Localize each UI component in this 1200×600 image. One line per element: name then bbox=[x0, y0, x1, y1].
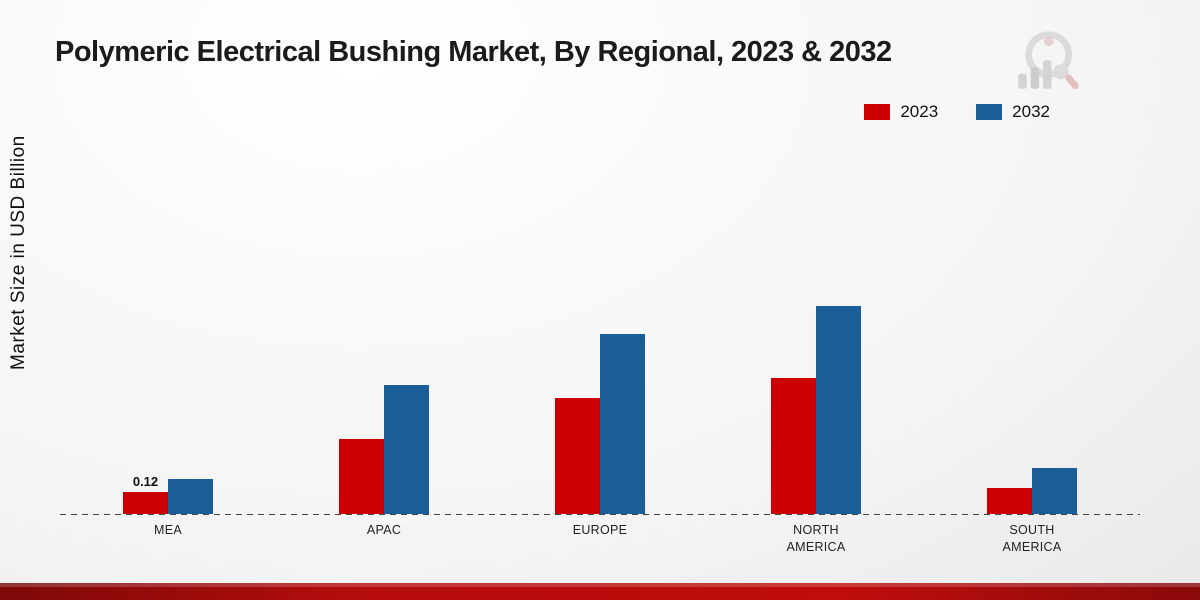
bar-wrap bbox=[771, 378, 816, 514]
x-axis-label-text: EUROPE bbox=[572, 523, 628, 537]
bar-2032-apac bbox=[384, 385, 429, 514]
bar-wrap bbox=[600, 334, 645, 514]
bar-wrap bbox=[384, 385, 429, 514]
bar-2023-europe bbox=[555, 398, 600, 514]
bar-group-apac bbox=[276, 385, 492, 514]
bar-wrap bbox=[555, 398, 600, 514]
x-axis-label-apac: APAC bbox=[276, 522, 492, 556]
x-axis-label-text: SOUTH AMERICA bbox=[1002, 523, 1062, 554]
x-axis-label-text: APAC bbox=[366, 523, 402, 537]
legend-item-2032: 2032 bbox=[976, 102, 1050, 122]
legend: 2023 2032 bbox=[864, 102, 1050, 122]
bar-group-south-america bbox=[924, 468, 1140, 514]
footer-accent-highlight bbox=[0, 583, 1200, 587]
bar-2032-north-america bbox=[816, 306, 861, 514]
bar-wrap bbox=[168, 479, 213, 514]
footer-accent-bar bbox=[0, 583, 1200, 600]
page-title: Polymeric Electrical Bushing Market, By … bbox=[55, 36, 892, 68]
chart-area: 0.12 bbox=[60, 95, 1140, 515]
data-label: 0.12 bbox=[132, 474, 159, 489]
bar-2032-mea bbox=[168, 479, 213, 514]
bar-2023-mea bbox=[123, 492, 168, 514]
bar-2023-north-america bbox=[771, 378, 816, 514]
legend-label: 2023 bbox=[900, 102, 939, 121]
bar-2032-south-america bbox=[1032, 468, 1077, 514]
x-axis-line bbox=[60, 514, 1140, 515]
bar-groups: 0.12 bbox=[60, 95, 1140, 514]
bar-group-europe bbox=[492, 334, 708, 514]
bar-2023-apac bbox=[339, 439, 384, 514]
x-axis-labels: MEA APAC EUROPE NORTH AMERICA SOUTH AMERICA bbox=[60, 522, 1140, 556]
bar-wrap bbox=[1032, 468, 1077, 514]
bar-2023-south-america bbox=[987, 488, 1032, 514]
bar-group-mea: 0.12 bbox=[60, 474, 276, 514]
bar-group-north-america bbox=[708, 306, 924, 514]
bar-wrap bbox=[816, 306, 861, 514]
legend-swatch-2032 bbox=[976, 104, 1003, 120]
x-axis-label-mea: MEA bbox=[60, 522, 276, 556]
bar-wrap bbox=[339, 439, 384, 514]
bar-wrap: 0.12 bbox=[123, 474, 168, 514]
bar-2032-europe bbox=[600, 334, 645, 514]
y-axis-title: Market Size in USD Billion bbox=[8, 135, 29, 370]
x-axis-label-text: NORTH AMERICA bbox=[786, 523, 846, 554]
x-axis-label-north-america: NORTH AMERICA bbox=[708, 522, 924, 556]
legend-label: 2032 bbox=[1012, 102, 1050, 121]
bar-wrap bbox=[987, 488, 1032, 514]
x-axis-label-text: MEA bbox=[154, 523, 182, 537]
company-logo-icon bbox=[1018, 31, 1079, 90]
legend-swatch-2023 bbox=[864, 104, 891, 120]
x-axis-label-south-america: SOUTH AMERICA bbox=[924, 522, 1140, 556]
legend-item-2023: 2023 bbox=[864, 102, 938, 122]
x-axis-label-europe: EUROPE bbox=[492, 522, 708, 556]
